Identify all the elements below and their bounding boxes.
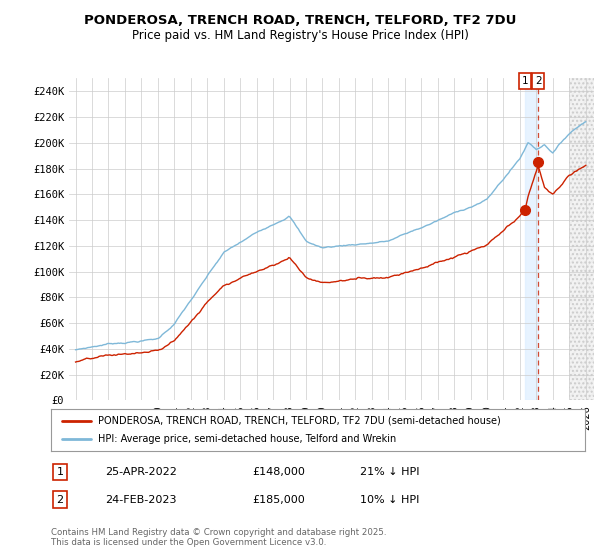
Text: £148,000: £148,000	[252, 467, 305, 477]
Text: 2: 2	[535, 76, 542, 86]
Text: 1: 1	[56, 467, 64, 477]
Text: 2: 2	[56, 494, 64, 505]
Text: PONDEROSA, TRENCH ROAD, TRENCH, TELFORD, TF2 7DU: PONDEROSA, TRENCH ROAD, TRENCH, TELFORD,…	[84, 14, 516, 27]
Text: Contains HM Land Registry data © Crown copyright and database right 2025.
This d: Contains HM Land Registry data © Crown c…	[51, 528, 386, 547]
Text: 25-APR-2022: 25-APR-2022	[105, 467, 177, 477]
Text: PONDEROSA, TRENCH ROAD, TRENCH, TELFORD, TF2 7DU (semi-detached house): PONDEROSA, TRENCH ROAD, TRENCH, TELFORD,…	[98, 416, 501, 426]
Text: HPI: Average price, semi-detached house, Telford and Wrekin: HPI: Average price, semi-detached house,…	[98, 434, 396, 444]
Bar	[525, 78, 538, 400]
Text: 1: 1	[521, 76, 528, 86]
Text: £185,000: £185,000	[252, 494, 305, 505]
Text: 24-FEB-2023: 24-FEB-2023	[105, 494, 176, 505]
Bar	[569, 78, 594, 400]
Text: Price paid vs. HM Land Registry's House Price Index (HPI): Price paid vs. HM Land Registry's House …	[131, 29, 469, 42]
Text: 21% ↓ HPI: 21% ↓ HPI	[360, 467, 419, 477]
Text: 10% ↓ HPI: 10% ↓ HPI	[360, 494, 419, 505]
